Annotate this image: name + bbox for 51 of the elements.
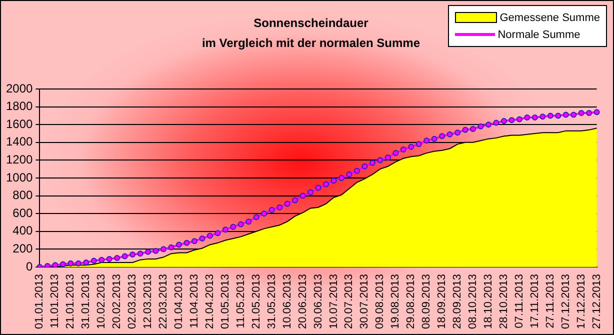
legend-label: Gemessene Summe (500, 12, 600, 24)
x-tick-label: 01.01.2013 (34, 274, 46, 330)
x-tick-label: 07.12.2013 (560, 274, 572, 330)
x-tick-label: 11.04.2013 (188, 274, 200, 328)
x-tick-label: 17.11.2013 (528, 274, 541, 328)
y-tick-label: 400 (12, 224, 34, 238)
x-tick-label: 08.10.2013 (467, 274, 480, 330)
x-tick-label: 22.03.2013 (158, 274, 170, 330)
x-tick-label: 21.04.2013 (204, 274, 216, 330)
x-tick-label: 20.07.2013 (343, 274, 356, 330)
x-tick-label: 20.02.2013 (111, 274, 124, 330)
x-tick-label: 19.08.2013 (390, 274, 402, 330)
x-tick-label: 07.11.2013 (513, 274, 526, 328)
x-tick-label: 10.02.2013 (96, 274, 108, 330)
x-tick-label: 10.06.2013 (281, 274, 294, 330)
x-tick-label: 28.10.2013 (498, 274, 510, 330)
y-tick-label: 1600 (6, 116, 34, 131)
x-tick-label: 01.05.2013 (219, 274, 232, 330)
x-tick-label: 31.01.2013 (80, 274, 92, 330)
x-tick-label: 21.05.2013 (250, 274, 262, 330)
x-tick-label: 18.10.2013 (482, 274, 495, 330)
x-tick-label: 21.01.2013 (64, 274, 77, 330)
chart-title: Sonnenscheindauer im Vergleich mit der normalen Summe (200, 15, 422, 52)
x-tick-label: 29.08.2013 (405, 274, 418, 330)
x-tick-label: 30.07.2013 (358, 274, 371, 330)
y-tick-label: 0 (26, 259, 34, 274)
x-tick-label: 09.08.2013 (374, 274, 386, 330)
x-tick-label: 27.12.2013 (590, 274, 603, 330)
x-tick-label: 01.04.2013 (173, 274, 186, 330)
x-tick-label: 31.05.2013 (266, 274, 278, 330)
y-tick-label: 1800 (6, 99, 34, 114)
legend-label: Normale Summe (498, 28, 580, 40)
x-tick-label: 18.09.2013 (436, 274, 448, 330)
y-tick-label: 600 (12, 206, 34, 220)
x-tick-label: 02.03.2013 (126, 274, 139, 330)
x-tick-label: 12.03.2013 (142, 274, 154, 330)
x-tick-label: 11.05.2013 (234, 274, 247, 328)
x-tick-label: 20.06.2013 (296, 274, 309, 330)
y-tick-label: 800 (12, 188, 34, 202)
y-tick-label: 1400 (6, 134, 34, 149)
y-tick-label: 2000 (6, 81, 34, 96)
x-tick-label: 17.12.2013 (575, 274, 588, 330)
x-tick-label: 30.06.2013 (312, 274, 324, 330)
x-tick-label: 28.09.2013 (452, 274, 464, 330)
y-tick-label: 200 (12, 241, 34, 256)
x-tick-label: 08.09.2013 (420, 274, 433, 330)
x-tick-label: 11.01.2013 (49, 274, 62, 328)
y-tick-label: 1000 (6, 170, 34, 184)
y-tick-label: 1200 (6, 152, 34, 166)
x-tick-label: 27.11.2013 (544, 274, 556, 328)
x-tick-label: 10.07.2013 (328, 274, 340, 330)
